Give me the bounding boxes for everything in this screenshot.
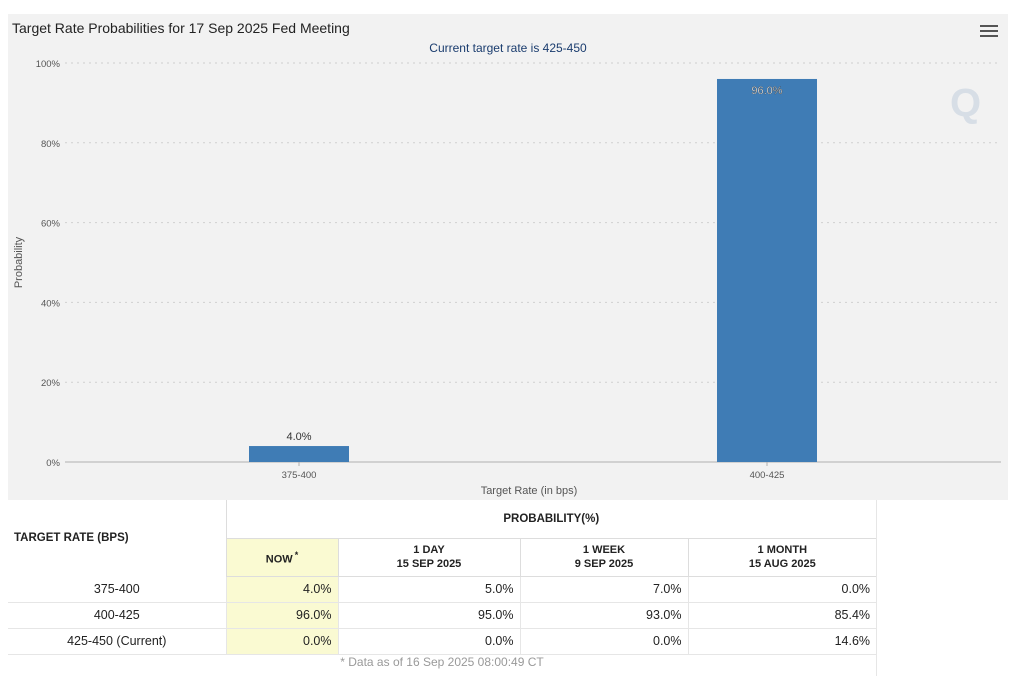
col-1day-label: 1 DAY [413,544,445,557]
col-1day-date: 15 SEP 2025 [396,558,462,571]
col-1month-header: 1 MONTH 15 AUG 2025 [687,538,877,577]
row-value-1week: 7.0% [519,576,688,603]
bar-value-label: 4.0% [286,431,311,443]
data-timestamp-footnote: * Data as of 16 Sep 2025 08:00:49 CT [340,655,544,669]
row-value-1month: 85.4% [687,602,877,629]
col-1month-date: 15 AUG 2025 [748,558,816,571]
row-value-1week: 93.0% [519,602,688,629]
target-rate-header: TARGET RATE (BPS) [14,532,129,544]
row-rate: 425-450 (Current) [8,628,226,655]
col-1week-label: 1 WEEK [582,544,626,557]
y-tick-label: 80% [41,139,61,150]
row-value-now: 96.0% [225,602,338,629]
row-value-1month: 14.6% [687,628,877,655]
row-rate: 375-400 [8,576,226,603]
table-right-border [876,500,877,676]
x-axis-title: Target Rate (in bps) [481,485,578,497]
chart-panel: 0% 20% 40% 60% 80% 100% Q 4.0% 375-400 96.0% 400-4… [8,14,1008,500]
table-row: 425-450 (Current) 0.0% 0.0% 0.0% 14.6% [8,628,877,655]
table-row: 400-425 96.0% 95.0% 93.0% 85.4% [8,602,877,629]
col-now-label: NOW [265,553,293,566]
y-axis-title: Probability [13,236,25,288]
row-value-1month: 0.0% [687,576,877,603]
y-tick-label: 100% [36,59,61,70]
y-tick-label: 40% [41,298,61,309]
bar-chart: 0% 20% 40% 60% 80% 100% Q 4.0% 375-400 96.0% 400-4… [13,59,1001,497]
table-row: 375-400 4.0% 5.0% 7.0% 0.0% [8,576,877,603]
hamburger-menu-icon[interactable] [980,22,998,38]
col-1day-header: 1 DAY 15 SEP 2025 [337,538,520,577]
col-1week-header: 1 WEEK 9 SEP 2025 [519,538,688,577]
probability-header: PROBABILITY(%) [225,500,877,540]
probability-table: TARGET RATE (BPS) PROBABILITY(%) NOW * 1 … [8,500,877,655]
col-1month-label: 1 MONTH [757,544,808,557]
y-tick-label: 20% [41,378,61,389]
y-tick-label: 60% [41,219,61,230]
col-now-header: NOW * [225,538,338,577]
x-tick-label: 375-400 [282,470,317,481]
watermark-logo: Q [950,81,981,125]
x-tick-label: 400-425 [750,470,785,481]
chart-title: Target Rate Probabilities for 17 Sep 202… [12,20,350,36]
row-value-now: 4.0% [225,576,338,603]
row-rate: 400-425 [8,602,226,629]
row-value-now: 0.0% [225,628,338,655]
col-1week-date: 9 SEP 2025 [574,558,634,571]
row-value-1day: 95.0% [337,602,520,629]
bar-400-425 [717,78,817,463]
now-footnote-marker: * [294,550,299,561]
chart-subtitle: Current target rate is 425-450 [429,41,587,55]
row-value-1week: 0.0% [519,628,688,655]
row-value-1day: 5.0% [337,576,520,603]
bar-value-label: 96.0% [751,85,782,97]
row-value-1day: 0.0% [337,628,520,655]
y-tick-label: 0% [46,458,60,469]
bar-375-400 [249,446,349,462]
